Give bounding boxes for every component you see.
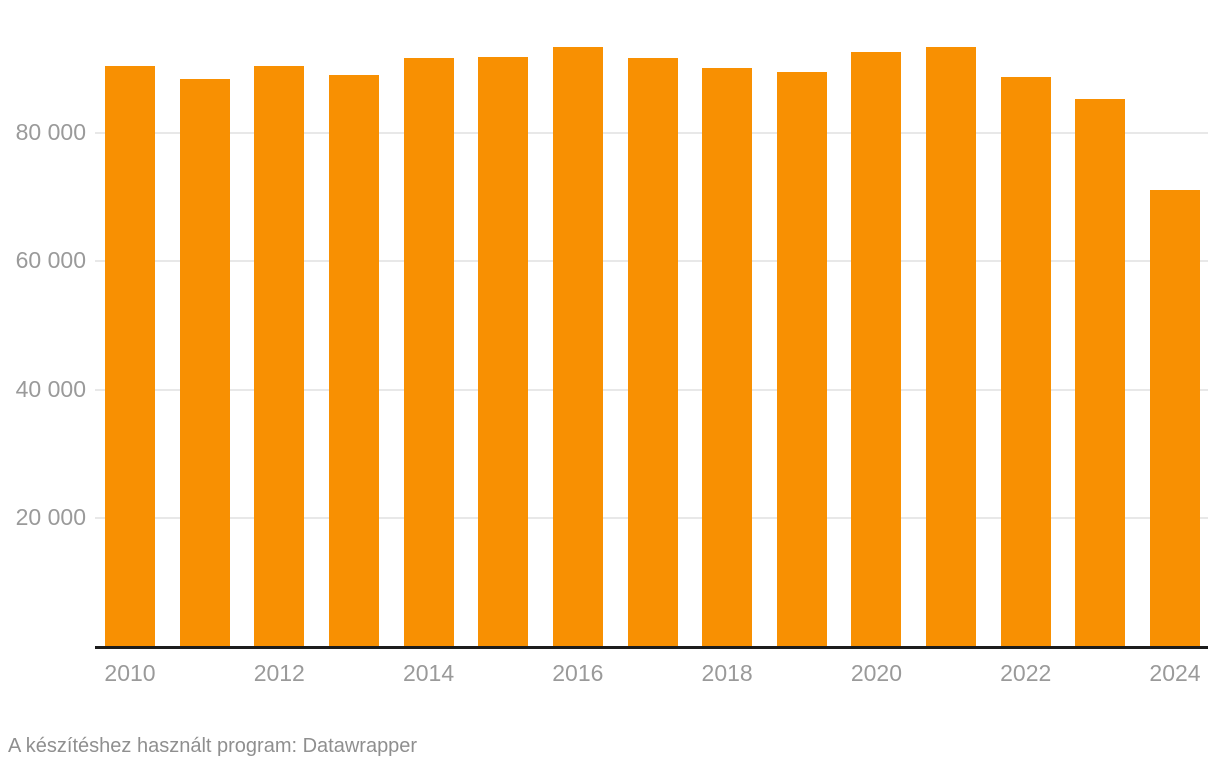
bar-2019[interactable] <box>776 71 827 646</box>
bar-2010[interactable] <box>105 65 155 646</box>
x-tick-label-2010: 2010 <box>104 660 156 686</box>
bar-2020[interactable] <box>851 52 902 646</box>
x-tick-label-2018: 2018 <box>701 660 753 686</box>
x-tick-label-2024: 2024 <box>1149 660 1201 686</box>
x-tick-label-2016: 2016 <box>552 660 604 686</box>
x-tick-label-2020: 2020 <box>850 660 902 686</box>
bar-2021[interactable] <box>926 47 977 646</box>
y-tick-label-80000: 80 000 <box>15 119 86 146</box>
bar-2023[interactable] <box>1075 98 1126 646</box>
bar-2013[interactable] <box>328 75 379 646</box>
bar-2022[interactable] <box>1000 76 1051 646</box>
y-tick-label-40000: 40 000 <box>15 375 86 402</box>
chart-footer-attribution: A készítéshez használt program: Datawrap… <box>8 735 418 757</box>
y-tick-label-60000: 60 000 <box>15 247 86 274</box>
bar-2016[interactable] <box>552 47 603 646</box>
x-tick-label-2022: 2022 <box>1000 660 1052 686</box>
bar-2015[interactable] <box>478 56 529 646</box>
bar-2017[interactable] <box>627 57 678 646</box>
bar-2012[interactable] <box>254 65 305 646</box>
bar-2014[interactable] <box>403 58 454 646</box>
bar-2024[interactable] <box>1150 189 1200 646</box>
x-axis-line <box>95 646 1208 649</box>
y-tick-label-20000: 20 000 <box>15 503 86 530</box>
bar-2018[interactable] <box>702 68 753 646</box>
bar-2011[interactable] <box>179 79 230 646</box>
x-tick-label-2012: 2012 <box>253 660 305 686</box>
x-tick-label-2014: 2014 <box>402 660 455 686</box>
